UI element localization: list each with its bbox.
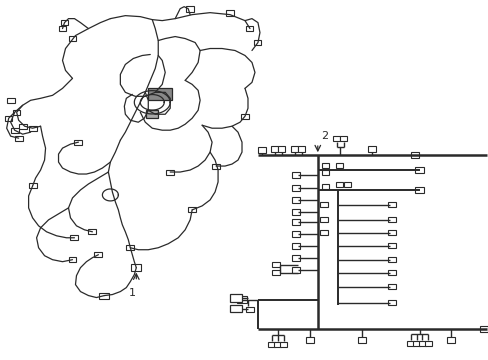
Bar	[271, 270, 279, 275]
Bar	[148, 88, 172, 100]
Bar	[412, 341, 419, 346]
Bar	[387, 300, 395, 305]
Text: 2: 2	[320, 131, 327, 141]
Bar	[367, 146, 375, 152]
Bar	[278, 146, 285, 152]
Bar	[61, 20, 68, 25]
Bar	[229, 293, 242, 302]
Text: 1: 1	[128, 288, 136, 298]
Bar	[322, 170, 328, 175]
Bar	[246, 26, 253, 31]
Bar	[271, 146, 278, 152]
Bar	[387, 230, 395, 235]
Bar	[69, 36, 76, 41]
Bar	[319, 217, 327, 222]
Bar	[344, 183, 350, 188]
Bar	[291, 209, 299, 215]
Bar	[268, 342, 275, 347]
Bar	[237, 296, 246, 303]
Bar	[387, 284, 395, 289]
Bar	[11, 128, 19, 133]
Bar	[229, 305, 242, 312]
Bar	[274, 342, 281, 347]
Bar	[29, 184, 37, 189]
Bar	[19, 124, 26, 129]
Bar	[291, 243, 299, 249]
Bar	[322, 184, 328, 189]
Bar	[59, 26, 66, 31]
Bar	[94, 252, 102, 257]
Bar	[166, 170, 174, 175]
Bar	[258, 147, 265, 153]
Bar	[291, 146, 298, 152]
Bar	[212, 163, 220, 168]
Bar	[291, 185, 299, 191]
Bar	[131, 264, 141, 271]
Bar	[186, 6, 194, 12]
Bar	[88, 229, 96, 234]
Bar	[271, 262, 279, 267]
Bar	[336, 163, 343, 167]
Bar	[241, 114, 248, 119]
Bar	[126, 245, 134, 250]
Bar	[406, 341, 413, 346]
Bar	[254, 40, 261, 45]
Bar	[245, 306, 253, 312]
Bar	[291, 231, 299, 237]
Bar	[319, 230, 327, 235]
Bar	[146, 110, 158, 118]
Bar	[332, 136, 340, 141]
Bar	[418, 341, 425, 346]
Bar	[410, 152, 418, 158]
Bar	[424, 341, 431, 346]
Bar	[447, 337, 454, 343]
Bar	[479, 327, 488, 332]
Bar	[414, 167, 423, 173]
Bar	[13, 110, 20, 115]
Bar	[357, 337, 365, 343]
Bar	[387, 270, 395, 275]
Bar	[336, 183, 343, 188]
Bar	[387, 217, 395, 222]
Bar	[414, 187, 423, 193]
Bar	[225, 10, 234, 15]
Bar	[7, 98, 15, 103]
Bar	[322, 163, 328, 167]
Bar	[291, 197, 299, 203]
Bar	[70, 235, 78, 240]
Bar	[99, 293, 109, 298]
Bar	[319, 202, 327, 207]
Bar	[29, 126, 37, 131]
Bar	[188, 207, 196, 212]
Bar	[291, 267, 299, 273]
Bar	[298, 146, 305, 152]
Bar	[5, 116, 12, 121]
Bar	[387, 243, 395, 248]
Bar	[74, 140, 82, 145]
Bar	[15, 136, 22, 141]
Bar	[68, 257, 76, 262]
Bar	[291, 255, 299, 261]
Bar	[291, 219, 299, 225]
Bar	[291, 172, 299, 178]
Bar	[305, 337, 313, 343]
Bar	[387, 257, 395, 262]
Bar	[280, 342, 287, 347]
Bar	[387, 202, 395, 207]
Bar	[340, 136, 346, 141]
